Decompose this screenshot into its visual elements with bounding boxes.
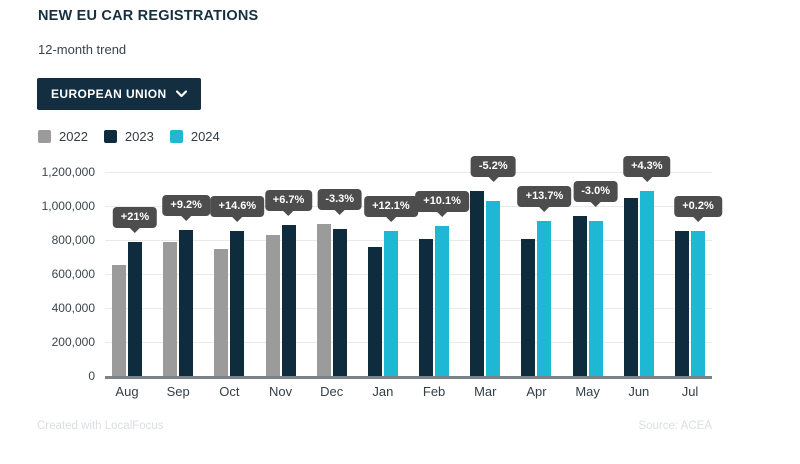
value-label: +0.2% (674, 196, 722, 222)
x-axis-label-aug: Aug (115, 384, 139, 399)
value-label-tail (128, 227, 141, 233)
region-dropdown[interactable]: EUROPEAN UNION (37, 78, 201, 110)
bar-2023-apr[interactable] (521, 239, 536, 376)
bar-2024-apr[interactable] (537, 221, 552, 376)
x-axis-label-jul: Jul (681, 384, 699, 399)
value-label-tail (538, 206, 551, 212)
x-axis-label-sep: Sep (166, 384, 190, 399)
bar-2022-aug[interactable] (112, 265, 126, 376)
value-label-tail (692, 216, 704, 222)
y-axis-tick-label: 600,000 (51, 267, 95, 281)
value-label: +10.1% (415, 191, 469, 217)
legend-swatch-2022 (38, 130, 51, 143)
credit-text: Created with LocalFocus (37, 420, 164, 432)
y-axis-tick-label: 1,200,000 (41, 165, 95, 179)
x-axis-label-feb: Feb (422, 384, 446, 399)
x-axis-label-oct: Oct (219, 384, 240, 399)
value-label-tail (282, 210, 295, 216)
y-axis-tick-label: 0 (88, 369, 95, 383)
y-axis-tick-label: 1,000,000 (41, 199, 95, 213)
legend: 2022 2023 2024 (38, 129, 220, 144)
legend-swatch-2024 (169, 130, 183, 143)
source-text: Source: ACEA (638, 420, 712, 432)
bar-2023-jan[interactable] (367, 247, 382, 376)
legend-swatch-2023 (103, 130, 117, 143)
value-label-tail (589, 201, 602, 207)
x-axis-line (105, 376, 712, 379)
bar-2023-aug[interactable] (128, 242, 142, 376)
gridline (105, 274, 712, 275)
bar-2022-nov[interactable] (265, 235, 280, 376)
bar-2022-sep[interactable] (163, 242, 178, 376)
x-axis-label-jan: Jan (372, 384, 394, 399)
x-axis-label-jun: Jun (628, 384, 650, 399)
legend-label-2023: 2023 (124, 129, 154, 144)
x-axis-label-mar: Mar (474, 384, 497, 399)
bar-2024-mar[interactable] (486, 201, 501, 376)
value-label: +21% (112, 207, 158, 233)
value-label: +14.6% (210, 196, 265, 222)
bar-2023-mar[interactable] (470, 191, 485, 376)
bar-2023-feb[interactable] (419, 239, 434, 376)
y-axis-tick-label: 800,000 (51, 233, 95, 247)
bar-2024-may[interactable] (588, 221, 603, 376)
gridline (105, 308, 712, 309)
gridline (105, 342, 712, 343)
gridline (105, 240, 712, 241)
bar-2023-oct[interactable] (230, 231, 245, 376)
x-axis-label-may: May (575, 384, 600, 399)
bar-2024-feb[interactable] (435, 226, 450, 376)
value-label: -3.0% (573, 181, 618, 207)
page-title: NEW EU CAR REGISTRATIONS (38, 8, 259, 24)
bar-2024-jan[interactable] (383, 231, 398, 376)
value-label: +12.1% (364, 196, 418, 222)
y-axis-tick-label: 400,000 (51, 301, 95, 315)
value-label: +9.2% (162, 195, 210, 221)
bar-2023-jul[interactable] (675, 231, 689, 376)
x-axis-label-apr: Apr (526, 384, 547, 399)
bar-2023-dec[interactable] (332, 229, 347, 376)
value-label: +13.7% (517, 186, 572, 212)
value-label: +6.7% (264, 190, 313, 216)
value-label-tail (231, 216, 244, 222)
bar-2023-sep[interactable] (179, 230, 194, 376)
bar-2024-jun[interactable] (639, 191, 654, 376)
bar-2023-may[interactable] (572, 216, 587, 376)
region-dropdown-label: EUROPEAN UNION (51, 87, 167, 101)
legend-item-2022: 2022 (38, 129, 88, 144)
gridline (105, 172, 712, 173)
value-label-tail (436, 211, 449, 217)
bar-2024-jul[interactable] (691, 231, 705, 376)
y-axis-tick-label: 200,000 (51, 335, 95, 349)
value-label-tail (333, 209, 346, 215)
value-label: +4.3% (623, 156, 671, 182)
x-axis-label-dec: Dec (320, 384, 344, 399)
value-label-tail (487, 176, 500, 182)
bar-2023-jun[interactable] (623, 198, 638, 376)
x-axis-label-nov: Nov (268, 384, 293, 399)
legend-item-2024: 2024 (169, 129, 220, 144)
legend-item-2023: 2023 (103, 129, 154, 144)
value-label-tail (180, 215, 193, 221)
bar-2022-dec[interactable] (316, 224, 331, 376)
value-label: -3.3% (317, 189, 363, 215)
page-subtitle: 12-month trend (38, 42, 127, 57)
legend-label-2024: 2024 (190, 129, 220, 144)
legend-label-2022: 2022 (59, 129, 88, 144)
value-label: -5.2% (470, 156, 516, 182)
chevron-down-icon (175, 90, 187, 98)
bar-2023-nov[interactable] (281, 225, 296, 376)
value-label-tail (384, 216, 397, 222)
value-label-tail (640, 176, 653, 182)
bar-2022-oct[interactable] (214, 249, 229, 376)
